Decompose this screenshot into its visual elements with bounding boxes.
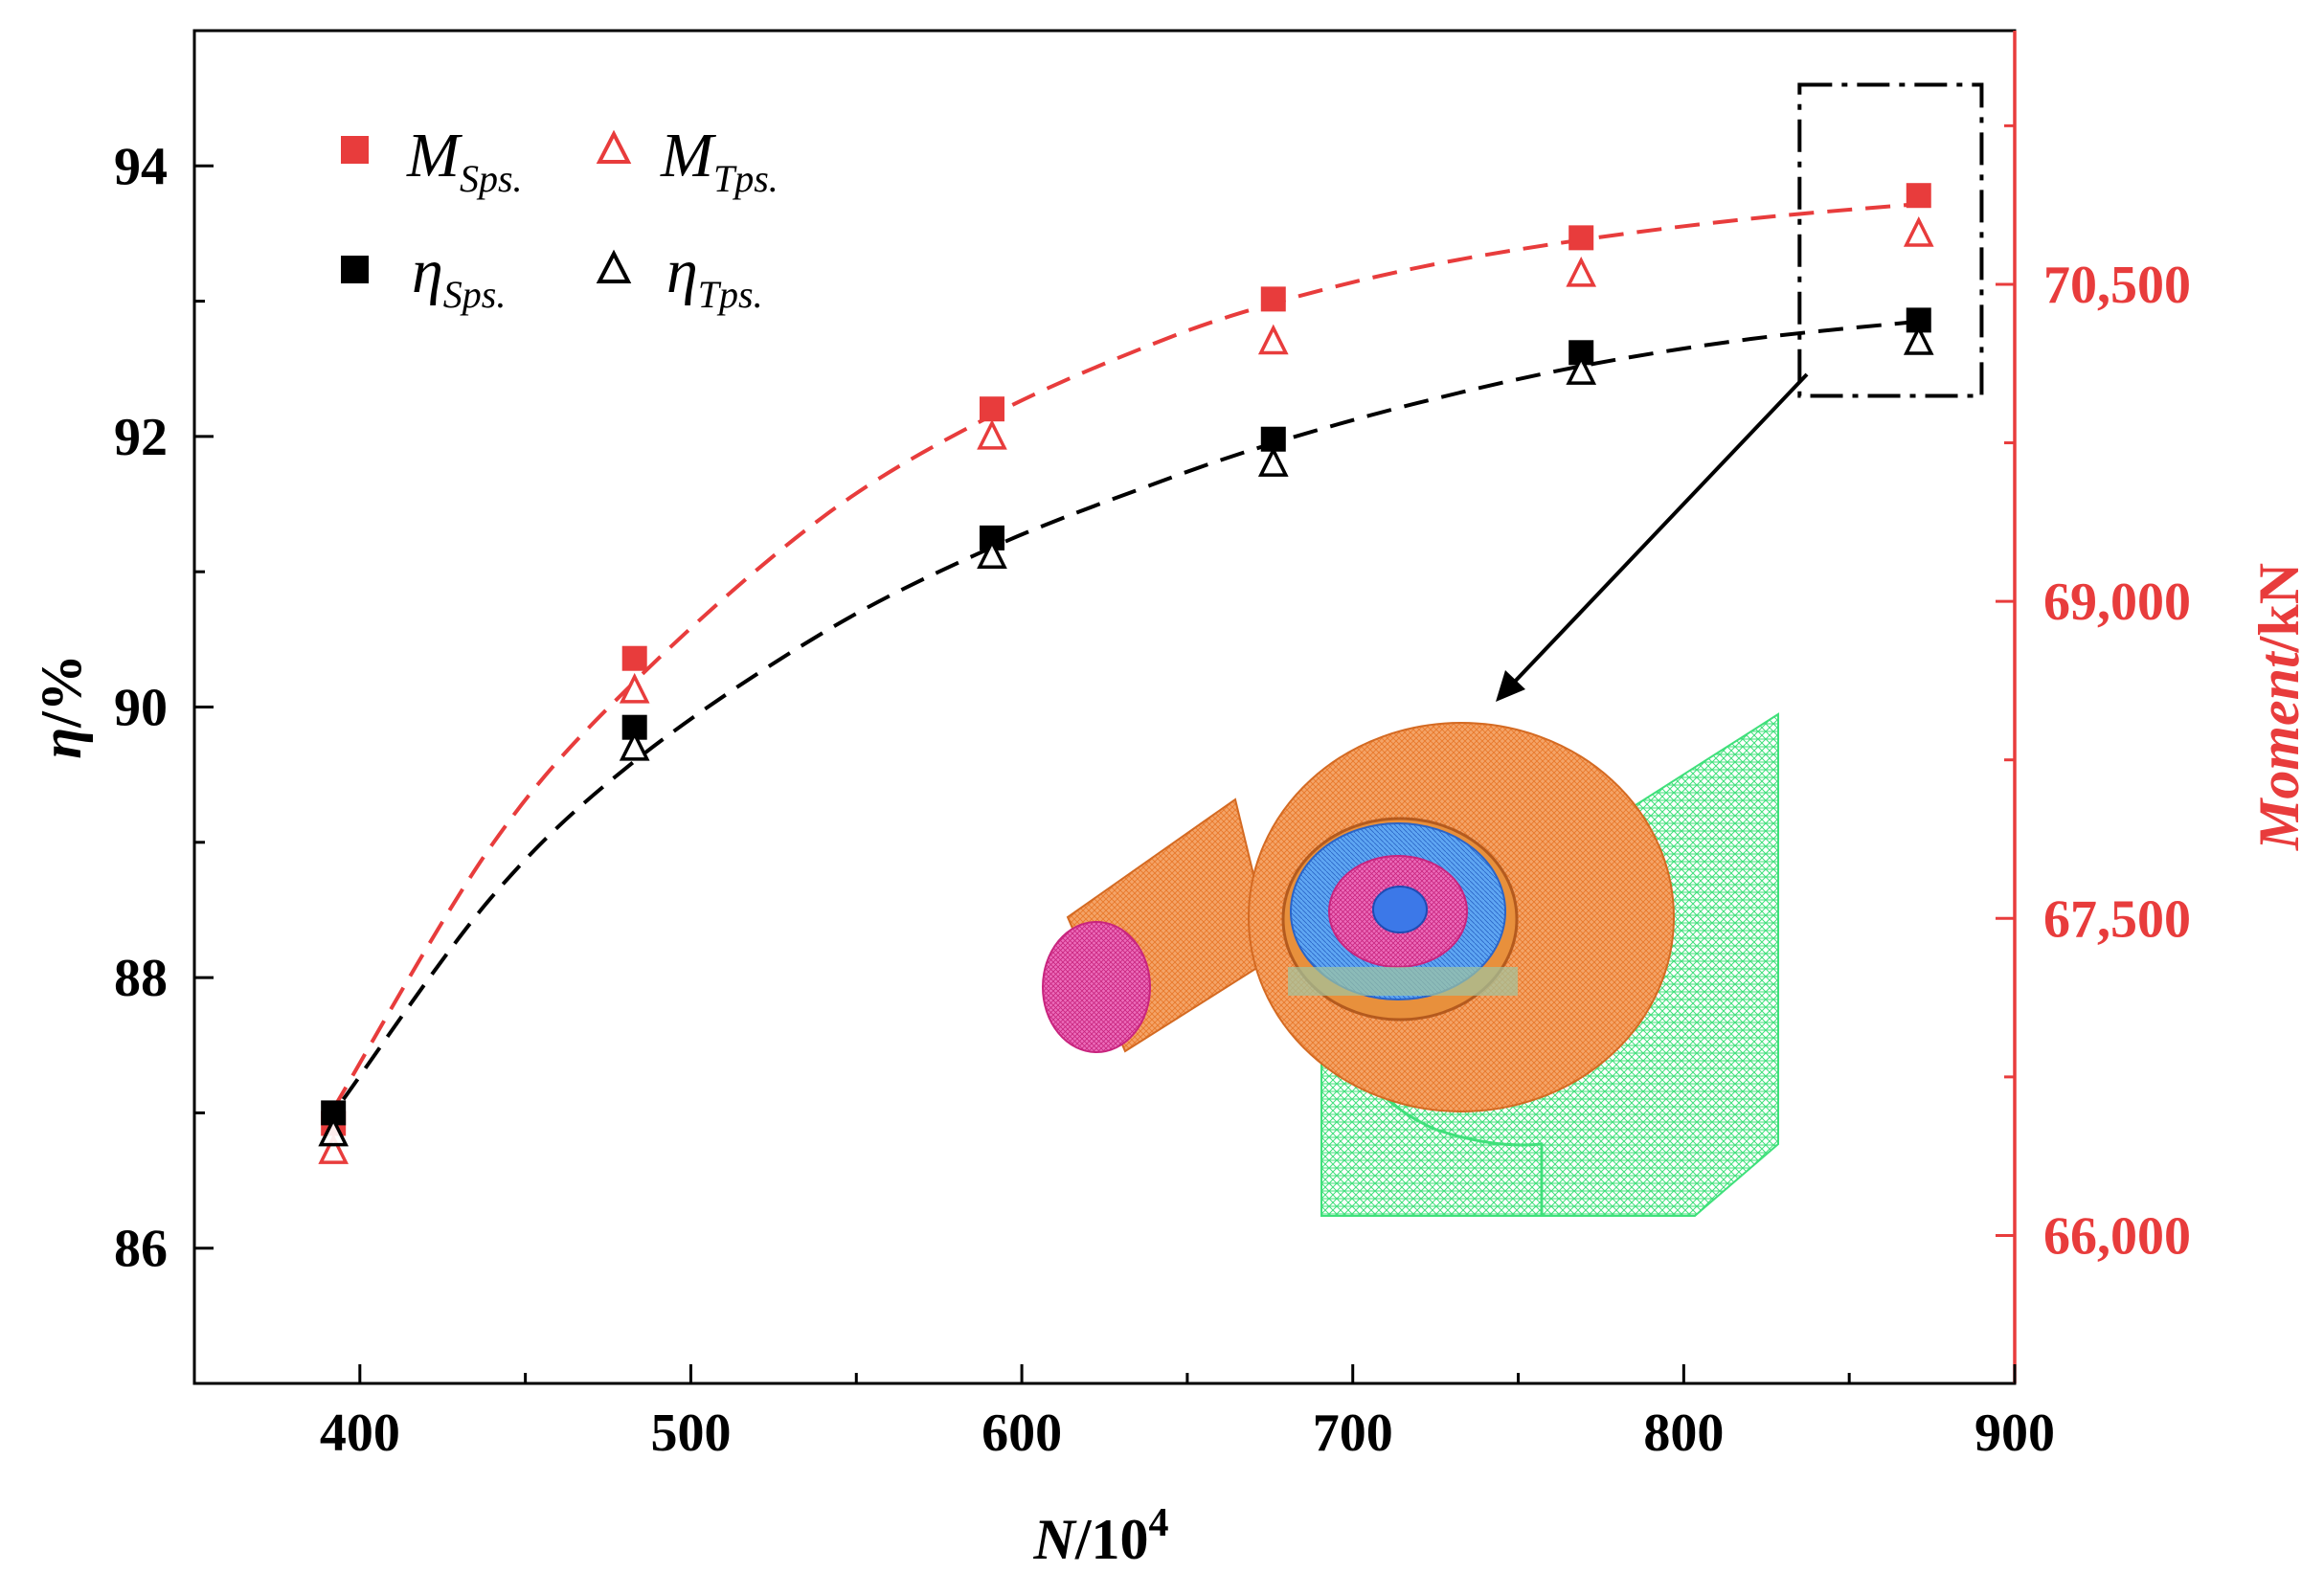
legend-label-eta-sps: ηSps.	[412, 236, 506, 316]
y-axis-title: η/%	[30, 654, 93, 759]
x-tick-label: 800	[1643, 1404, 1724, 1463]
y2-tick-label: 69,000	[2043, 573, 2191, 632]
y-tick-label: 90	[114, 679, 168, 738]
legend-marker-m-sps	[341, 136, 369, 164]
x-tick-label: 700	[1313, 1404, 1393, 1463]
x-tick-label: 500	[650, 1404, 731, 1463]
y2-axis-ticks: 66,000 67,500 69,000 70,500	[1996, 124, 2191, 1266]
runner-mesh	[1281, 817, 1519, 1022]
fit-curve-m-fit	[331, 202, 1919, 1111]
point-m-tps	[619, 672, 650, 704]
data-points	[318, 183, 1934, 1164]
point-m-tps	[1257, 324, 1289, 355]
pump-mesh-inset	[1042, 712, 1779, 1217]
legend-label-eta-tps: ηTps.	[666, 236, 763, 316]
y2-tick-label: 70,500	[2043, 256, 2191, 315]
legend-label-m-sps: MSps.	[406, 121, 523, 200]
point-eta-tps	[1257, 446, 1289, 477]
point-m-sps	[979, 396, 1004, 422]
point-m-tps	[1903, 216, 1934, 247]
point-eta-tps	[619, 730, 650, 761]
legend: MSps. MTps. ηSps. ηTps.	[341, 121, 778, 316]
legend-label-m-tps: MTps.	[660, 121, 778, 200]
point-m-tps	[977, 418, 1007, 450]
y2-tick-label: 66,000	[2043, 1206, 2191, 1266]
x-axis-title: N/104	[1032, 1501, 1168, 1571]
point-eta-tps	[1903, 325, 1934, 355]
point-eta-tps	[1566, 354, 1597, 385]
zoom-box-rect	[1797, 82, 1984, 398]
x-tick-label: 900	[1974, 1404, 2055, 1463]
y-axis-ticks: 86 88 90 92 94	[114, 29, 214, 1385]
zoom-box	[1797, 82, 1984, 398]
legend-marker-eta-sps	[341, 256, 369, 283]
fit-curves	[331, 202, 1919, 1111]
y-tick-label: 92	[114, 408, 168, 467]
y2-axis-title: Moment/kN	[2247, 563, 2311, 851]
point-m-tps	[318, 1134, 349, 1164]
point-m-sps	[621, 645, 647, 671]
y-tick-label: 86	[114, 1220, 168, 1279]
point-eta-tps	[977, 538, 1007, 569]
x-axis-ticks: 400 500 600 700 800 900	[192, 1364, 2055, 1463]
plot-frame	[192, 29, 2017, 1385]
x-tick-label: 400	[320, 1404, 400, 1463]
zoom-arrow	[1496, 372, 1809, 702]
point-m-sps	[1260, 286, 1286, 312]
point-m-tps	[1566, 256, 1597, 287]
fit-curve-eta-fit	[341, 319, 1919, 1101]
y-tick-label: 88	[114, 949, 168, 1008]
point-m-sps	[1906, 183, 1931, 209]
point-eta-tps	[318, 1115, 349, 1147]
y2-tick-label: 67,500	[2043, 889, 2191, 949]
legend-marker-eta-tps	[596, 249, 632, 283]
y-tick-label: 94	[114, 137, 168, 196]
x-tick-label: 600	[981, 1404, 1062, 1463]
legend-marker-m-tps	[596, 129, 632, 164]
point-m-sps	[1568, 225, 1594, 251]
